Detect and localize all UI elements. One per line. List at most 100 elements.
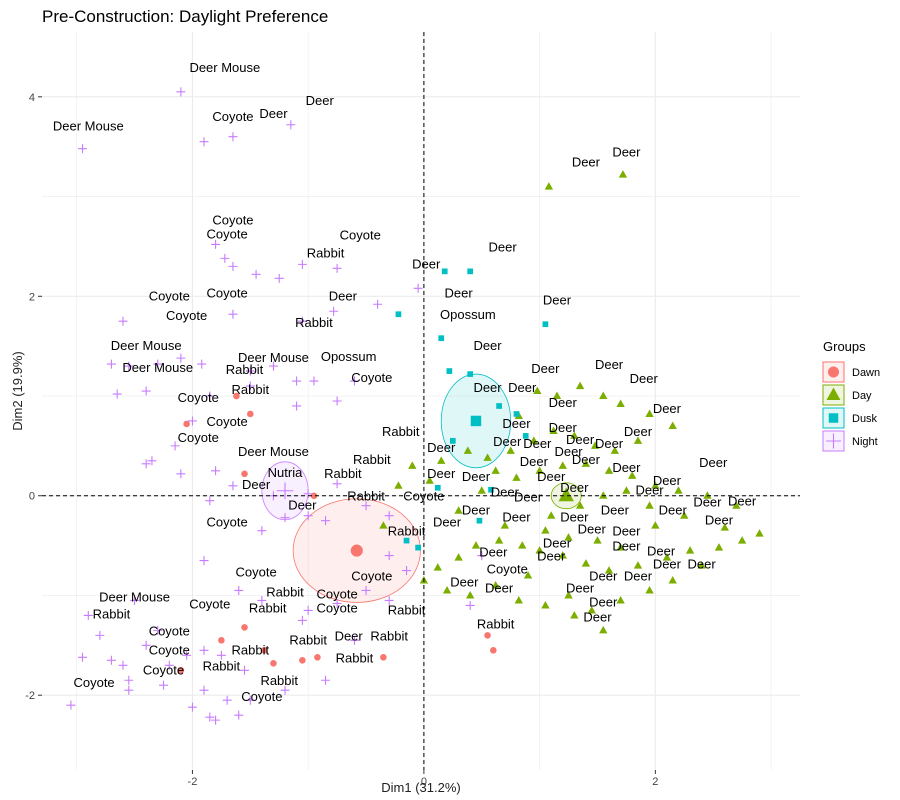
point-night [373, 299, 383, 309]
point-day [570, 610, 579, 619]
point-night [309, 376, 319, 386]
point-day [714, 543, 724, 551]
point-label: Deer Mouse [189, 60, 260, 75]
point-label: Deer [462, 503, 491, 518]
point-dusk [434, 484, 441, 491]
point-label: Deer Mouse [238, 444, 309, 459]
point-label: Deer [502, 510, 531, 525]
point-day [645, 586, 654, 594]
point-day [541, 526, 550, 534]
point-label: Rabbit [226, 362, 264, 377]
point-label: Deer [653, 557, 682, 572]
point-label: Deer [473, 338, 502, 353]
point-day [599, 625, 608, 634]
point-day [575, 501, 585, 509]
point-day [616, 543, 625, 551]
point-night [141, 459, 151, 469]
point-label: Deer [624, 424, 653, 439]
point-night [297, 316, 307, 326]
point-dawn [490, 647, 497, 654]
point-day [425, 476, 434, 484]
point-dusk [476, 517, 483, 524]
point-label: Deer [412, 256, 441, 271]
point-dawn [314, 654, 321, 661]
point-label: Deer [537, 469, 566, 484]
point-dusk [513, 411, 520, 417]
point-day [633, 436, 643, 444]
legend-label-dusk: Dusk [852, 413, 878, 425]
point-label: Deer [566, 580, 595, 595]
point-label: Coyote [149, 623, 190, 638]
point-day [558, 551, 567, 559]
point-night [118, 316, 128, 326]
point-night [477, 551, 487, 561]
point-night [384, 511, 394, 521]
point-label: Deer [601, 503, 630, 518]
point-label: Deer Mouse [99, 589, 170, 604]
point-day [645, 501, 654, 509]
point-dusk [496, 403, 502, 409]
point-day [575, 381, 585, 390]
point-day [628, 471, 637, 479]
point-day [471, 541, 481, 549]
point-day [720, 523, 729, 531]
point-night [222, 695, 232, 705]
point-night [220, 253, 230, 263]
point-label: Deer [566, 432, 595, 447]
point-label: Rabbit [249, 600, 287, 615]
point-day [610, 446, 620, 454]
point-day [622, 486, 631, 494]
point-night [228, 261, 238, 271]
point-night [228, 309, 238, 319]
point-night [199, 137, 209, 147]
point-day [668, 576, 677, 584]
point-day [535, 466, 544, 474]
point-night [292, 376, 302, 386]
point-label: Deer [473, 380, 502, 395]
point-night [176, 353, 186, 363]
point-label: Deer [543, 292, 572, 307]
point-day [668, 421, 677, 429]
point-dawn [247, 410, 254, 418]
point-label: Deer [612, 524, 641, 539]
point-night [153, 625, 163, 635]
point-label: Deer [653, 401, 682, 416]
point-label: Rabbit [260, 673, 298, 688]
point-night [234, 585, 244, 595]
point-night [297, 259, 307, 269]
point-night [332, 396, 342, 406]
point-dusk [441, 268, 448, 275]
point-day [593, 536, 602, 544]
point-dawn [183, 420, 190, 428]
point-night [176, 87, 186, 97]
point-label: Coyote [207, 285, 248, 300]
point-day [651, 481, 660, 489]
point-label: Deer [647, 544, 676, 559]
point-label: Rabbit [382, 424, 420, 439]
point-day [512, 473, 521, 481]
point-day [604, 566, 614, 574]
point-night [187, 416, 197, 426]
point-day [541, 600, 550, 609]
legend: Groups Dawn Day Dusk Night [822, 339, 880, 452]
point-dusk [395, 311, 402, 318]
point-day [463, 446, 473, 454]
point-night [147, 456, 157, 466]
point-day [674, 486, 683, 494]
point-night [78, 144, 88, 154]
point-dawn [484, 632, 491, 639]
point-night [297, 615, 307, 625]
data-points [66, 87, 764, 725]
point-day [616, 595, 625, 604]
point-day [454, 553, 463, 561]
point-label: Coyote [189, 596, 230, 611]
point-day [491, 581, 500, 589]
point-label: Rabbit [477, 616, 515, 631]
point-label: Deer [306, 93, 335, 108]
point-label: Rabbit [353, 452, 391, 467]
point-label: Rabbit [203, 658, 241, 673]
point-day [442, 586, 452, 594]
point-dusk [467, 268, 474, 275]
point-night [361, 585, 371, 595]
point-day [466, 591, 475, 599]
